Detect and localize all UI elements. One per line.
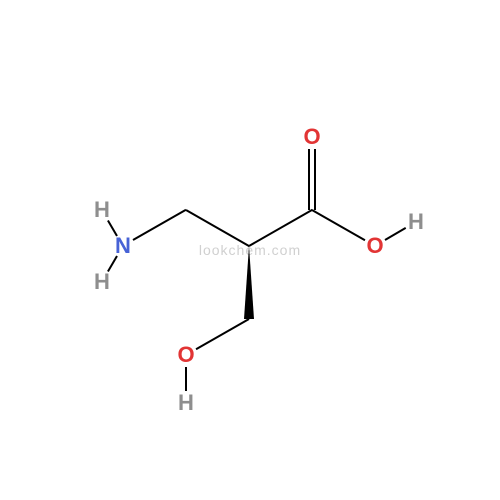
atom-H4: H (178, 390, 194, 416)
atom-H1: H (94, 269, 110, 295)
wedge-bond (0, 0, 500, 500)
atom-H2: H (94, 197, 110, 223)
bond (185, 367, 187, 391)
structure-canvas: lookchem.com NHHOOHOH (0, 0, 500, 500)
atom-O2: O (366, 233, 383, 259)
atom-O3: O (177, 342, 194, 368)
atom-N: N (115, 233, 131, 259)
atom-O1: O (303, 124, 320, 150)
atom-H3: H (408, 209, 424, 235)
